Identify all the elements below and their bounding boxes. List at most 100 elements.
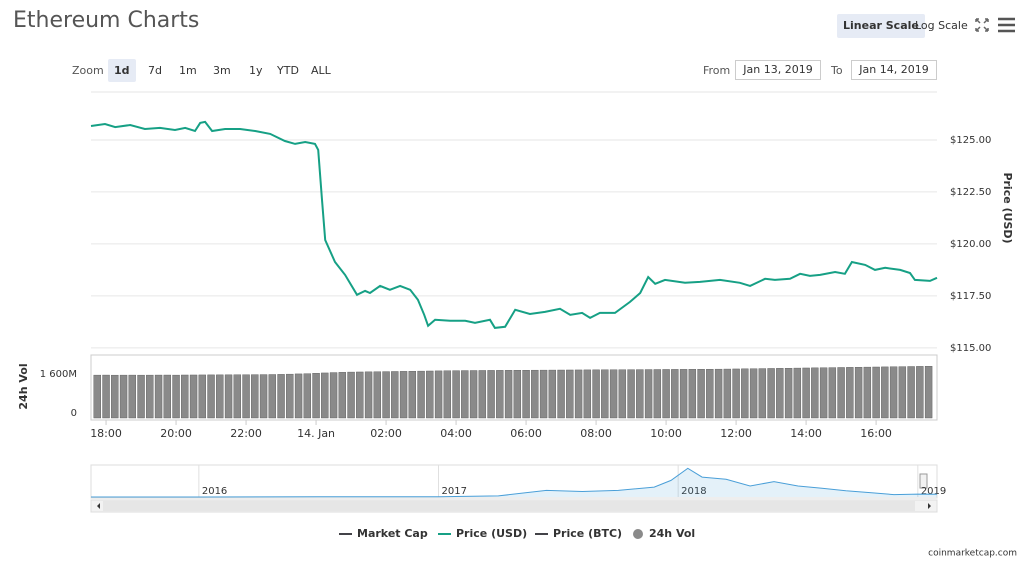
zoom-button[interactable]: ALL <box>311 64 331 77</box>
volume-bar <box>601 369 609 419</box>
volume-bar <box>224 374 233 419</box>
volume-bar <box>216 374 224 419</box>
volume-bar <box>286 373 294 419</box>
volume-bar <box>417 370 425 419</box>
from-input[interactable]: Jan 13, 2019 <box>735 60 821 80</box>
volume-bar <box>198 374 207 419</box>
volume-bar <box>907 366 915 419</box>
volume-bar <box>251 374 259 419</box>
volume-bar <box>898 366 907 419</box>
volume-bar <box>154 374 163 419</box>
volume-bar <box>443 370 452 419</box>
y-tick-label: $120.00 <box>950 239 991 250</box>
x-tick-label: 16:00 <box>860 427 892 440</box>
legend-label[interactable]: Market Cap <box>357 527 428 540</box>
volume-bar <box>574 369 583 419</box>
volume-bar <box>338 372 347 419</box>
zoom-button[interactable]: 1m <box>179 64 197 77</box>
volume-bar <box>916 366 924 419</box>
y-tick-label: $115.00 <box>950 343 991 354</box>
volume-bar <box>846 367 854 419</box>
zoom-button[interactable]: YTD <box>277 64 299 77</box>
x-tick-label: 18:00 <box>90 427 122 440</box>
fullscreen-icon[interactable] <box>975 18 989 32</box>
zoom-button[interactable]: 1y <box>249 64 263 77</box>
volume-bar <box>609 369 618 419</box>
volume-bar <box>268 374 277 419</box>
volume-bar <box>872 366 880 419</box>
volume-bar <box>531 369 539 419</box>
x-tick-label: 2019 <box>921 486 946 497</box>
volume-bar <box>557 369 565 419</box>
zoom-button[interactable]: 7d <box>148 64 162 77</box>
zoom-button[interactable]: 1d <box>108 59 136 82</box>
x-tick-label: 20:00 <box>160 427 192 440</box>
x-tick-label: 04:00 <box>440 427 472 440</box>
legend-label[interactable]: Price (BTC) <box>553 527 622 540</box>
scale-button[interactable]: Log Scale <box>915 19 968 32</box>
x-tick-label: 22:00 <box>230 427 262 440</box>
volume-bar <box>644 369 653 419</box>
volume-bar <box>802 367 810 419</box>
volume-bar <box>496 370 504 419</box>
volume-bar <box>828 367 837 419</box>
volume-bar <box>364 371 373 419</box>
volume-bar <box>671 369 679 419</box>
zoom-button[interactable]: 3m <box>213 64 231 77</box>
legend-symbol <box>633 529 643 539</box>
volume-bar <box>137 374 145 419</box>
volume-bar <box>767 368 775 419</box>
navigator-frame <box>90 464 938 499</box>
volume-bar <box>592 369 600 419</box>
volume-bar <box>566 369 574 419</box>
volume-bar <box>93 374 102 419</box>
volume-bar <box>119 374 128 419</box>
to-label: To <box>831 64 843 77</box>
legend-label[interactable]: 24h Vol <box>649 527 695 540</box>
y-axis-title: 24h Vol <box>17 363 30 409</box>
scrollbar-thumb[interactable] <box>103 501 915 511</box>
volume-bar <box>461 370 469 419</box>
from-label: From <box>703 64 731 77</box>
to-input[interactable]: Jan 14, 2019 <box>851 60 937 80</box>
volume-bar <box>207 374 215 419</box>
x-tick-label: 06:00 <box>510 427 542 440</box>
volume-bar <box>706 368 714 419</box>
volume-bar <box>373 371 382 419</box>
x-tick-label: 2017 <box>442 486 467 497</box>
volume-bar <box>758 368 767 419</box>
volume-bar <box>863 366 872 419</box>
volume-bar <box>636 369 644 419</box>
legend-label[interactable]: Price (USD) <box>456 527 527 540</box>
x-tick-label: 2016 <box>202 486 227 497</box>
volume-bar <box>329 372 338 419</box>
volume-bar <box>303 373 312 419</box>
x-tick-label: 10:00 <box>650 427 682 440</box>
volume-bar <box>408 371 417 419</box>
volume-bar <box>627 369 635 419</box>
volume-bar <box>399 371 408 419</box>
volume-bar <box>854 367 863 419</box>
y-tick-label: 0 <box>71 408 77 419</box>
x-tick-label: 2018 <box>681 486 706 497</box>
volume-bar <box>356 371 364 419</box>
volume-bar <box>233 374 242 419</box>
volume-frame <box>90 354 938 421</box>
volume-bar <box>819 367 828 419</box>
volume-bar <box>189 374 198 419</box>
volume-bar <box>618 369 627 419</box>
volume-bar <box>347 371 355 419</box>
volume-bar <box>513 370 522 419</box>
volume-bar <box>522 370 530 419</box>
volume-bar <box>469 370 478 419</box>
volume-bar <box>723 368 732 419</box>
volume-bar <box>662 369 670 419</box>
menu-icon[interactable] <box>998 17 1015 33</box>
volume-bar <box>548 369 557 419</box>
volume-bar <box>478 370 487 419</box>
volume-bar <box>382 371 390 419</box>
scale-button[interactable]: Linear Scale <box>837 14 925 38</box>
navigator-handle[interactable] <box>919 473 928 489</box>
x-tick-label: 08:00 <box>580 427 612 440</box>
